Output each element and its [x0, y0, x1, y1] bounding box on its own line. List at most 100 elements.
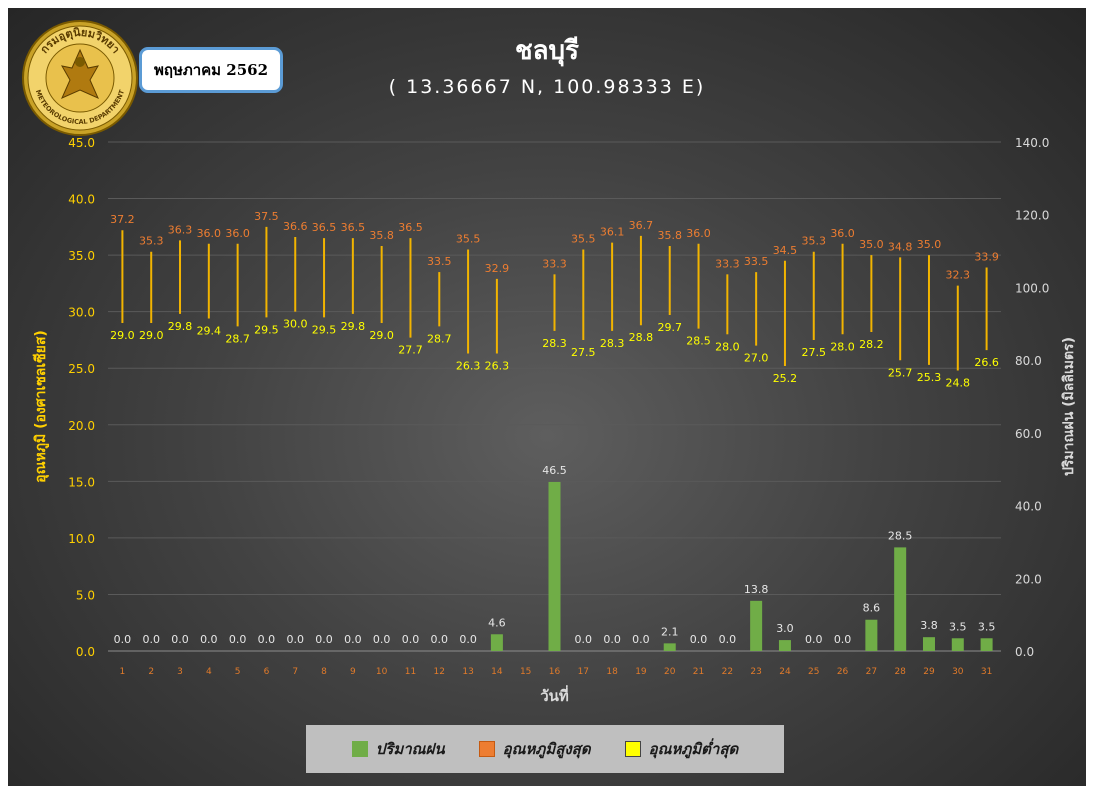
- chart-title: ชลบุรี: [514, 36, 580, 66]
- max-temp-data-label: 36.0: [830, 227, 855, 240]
- y-left-tick-label: 45.0: [68, 136, 95, 150]
- min-temp-data-label: 28.2: [859, 338, 884, 351]
- x-tick-label: 17: [578, 667, 589, 677]
- max-temp-data-label: 36.0: [197, 227, 222, 240]
- x-tick-label: 28: [894, 667, 906, 677]
- rain-data-label: 0.0: [114, 633, 132, 646]
- rain-data-label: 0.0: [459, 633, 477, 646]
- legend-swatch-max-temp: [478, 741, 495, 757]
- min-temp-data-label: 29.7: [657, 321, 682, 334]
- max-temp-data-label: 35.5: [571, 232, 596, 245]
- x-tick-label: 20: [664, 667, 676, 677]
- rain-data-label: 0.0: [200, 633, 218, 646]
- month-label: พฤษภาคม 2562: [153, 61, 269, 79]
- min-temp-data-label: 29.8: [341, 320, 366, 333]
- y-right-tick-label: 140.0: [1015, 136, 1049, 150]
- y-left-tick-label: 0.0: [76, 645, 95, 659]
- rain-data-label: 0.0: [431, 633, 449, 646]
- min-temp-data-label: 27.5: [571, 346, 596, 359]
- y-right-tick-label: 40.0: [1015, 500, 1042, 514]
- x-tick-label: 23: [750, 667, 761, 677]
- max-temp-data-label: 36.0: [225, 227, 250, 240]
- rain-data-label: 28.5: [888, 529, 913, 542]
- y-left-tick-label: 20.0: [68, 419, 95, 433]
- x-tick-label: 18: [606, 667, 618, 677]
- max-temp-data-label: 35.3: [802, 235, 827, 248]
- x-tick-label: 25: [808, 667, 819, 677]
- min-temp-data-label: 27.7: [398, 344, 423, 357]
- y-left-tick-label: 10.0: [68, 532, 95, 546]
- x-tick-label: 26: [837, 667, 849, 677]
- min-temp-data-label: 26.3: [456, 360, 481, 373]
- y-right-tick-label: 80.0: [1015, 354, 1042, 368]
- x-tick-label: 15: [520, 667, 531, 677]
- rain-data-label: 0.0: [229, 633, 247, 646]
- x-tick-label: 8: [321, 667, 327, 677]
- rain-data-label: 0.0: [834, 633, 852, 646]
- max-temp-data-label: 32.3: [946, 269, 971, 282]
- rain-bar: [663, 643, 676, 651]
- x-tick-label: 16: [549, 667, 561, 677]
- x-tick-label: 22: [722, 667, 733, 677]
- rain-data-label: 3.5: [978, 620, 996, 633]
- x-tick-label: 5: [235, 667, 241, 677]
- min-temp-data-label: 29.0: [110, 329, 135, 342]
- min-temp-data-label: 29.4: [197, 324, 222, 337]
- rain-data-label: 2.1: [661, 625, 679, 638]
- rain-bar: [778, 640, 791, 651]
- max-temp-data-label: 34.5: [773, 244, 798, 257]
- rain-data-label: 13.8: [744, 583, 769, 596]
- rain-bar: [980, 638, 993, 651]
- x-tick-label: 4: [206, 667, 212, 677]
- legend: ปริมาณฝน อุณหภูมิสูงสุด อุณหภูมิต่ำสุด: [306, 725, 784, 773]
- rain-bar: [922, 637, 935, 651]
- min-temp-data-label: 24.8: [946, 376, 971, 389]
- min-temp-data-label: 25.2: [773, 372, 798, 385]
- y-left-tick-label: 35.0: [68, 249, 95, 263]
- min-temp-data-label: 30.0: [283, 318, 308, 331]
- max-temp-data-label: 35.0: [917, 238, 942, 251]
- max-temp-data-label: 36.5: [398, 221, 423, 234]
- rain-data-label: 3.0: [776, 622, 794, 635]
- rain-data-label: 0.0: [171, 633, 189, 646]
- max-temp-data-label: 35.8: [369, 229, 394, 242]
- min-temp-data-label: 28.3: [600, 337, 625, 350]
- min-temp-data-label: 28.0: [715, 340, 740, 353]
- max-temp-data-label: 37.2: [110, 213, 135, 226]
- y-left-axis-title: อุณหภูมิ (องศาเซลเซียส): [33, 330, 49, 483]
- legend-item-min-temp: อุณหภูมิต่ำสุด: [624, 737, 738, 761]
- max-temp-data-label: 37.5: [254, 210, 279, 223]
- min-temp-data-label: 28.7: [225, 332, 250, 345]
- x-tick-label: 29: [923, 667, 935, 677]
- min-temp-data-label: 28.8: [629, 331, 654, 344]
- x-tick-label: 11: [405, 667, 416, 677]
- min-temp-data-label: 28.3: [542, 337, 567, 350]
- max-temp-data-label: 36.7: [629, 219, 654, 232]
- x-axis-title: วันที่: [540, 685, 569, 705]
- max-temp-data-label: 36.6: [283, 220, 308, 233]
- y-right-tick-label: 120.0: [1015, 209, 1049, 223]
- max-temp-data-label: 33.5: [744, 255, 769, 268]
- max-temp-data-label: 33.9: [974, 251, 999, 264]
- rain-data-label: 0.0: [719, 633, 737, 646]
- min-temp-data-label: 28.0: [830, 340, 855, 353]
- rain-data-label: 3.5: [949, 620, 967, 633]
- chart-plot: 0.05.010.015.020.025.030.035.040.045.00.…: [33, 136, 1077, 705]
- rain-data-label: 3.8: [920, 619, 938, 632]
- rain-data-label: 4.6: [488, 616, 506, 629]
- rain-data-label: 8.6: [863, 602, 881, 615]
- rain-data-label: 0.0: [603, 633, 621, 646]
- x-tick-label: 10: [376, 667, 388, 677]
- max-temp-data-label: 36.3: [168, 223, 193, 236]
- legend-item-max-temp: อุณหภูมิสูงสุด: [478, 737, 591, 761]
- rain-bar: [894, 547, 907, 651]
- x-tick-label: 13: [462, 667, 473, 677]
- x-tick-label: 21: [693, 667, 704, 677]
- rain-data-label: 0.0: [402, 633, 420, 646]
- min-temp-data-label: 26.3: [485, 360, 510, 373]
- rain-data-label: 46.5: [542, 464, 567, 477]
- max-temp-data-label: 33.3: [542, 257, 567, 270]
- month-label-box: พฤษภาคม 2562: [139, 47, 283, 93]
- rain-data-label: 0.0: [315, 633, 333, 646]
- rain-data-label: 0.0: [805, 633, 823, 646]
